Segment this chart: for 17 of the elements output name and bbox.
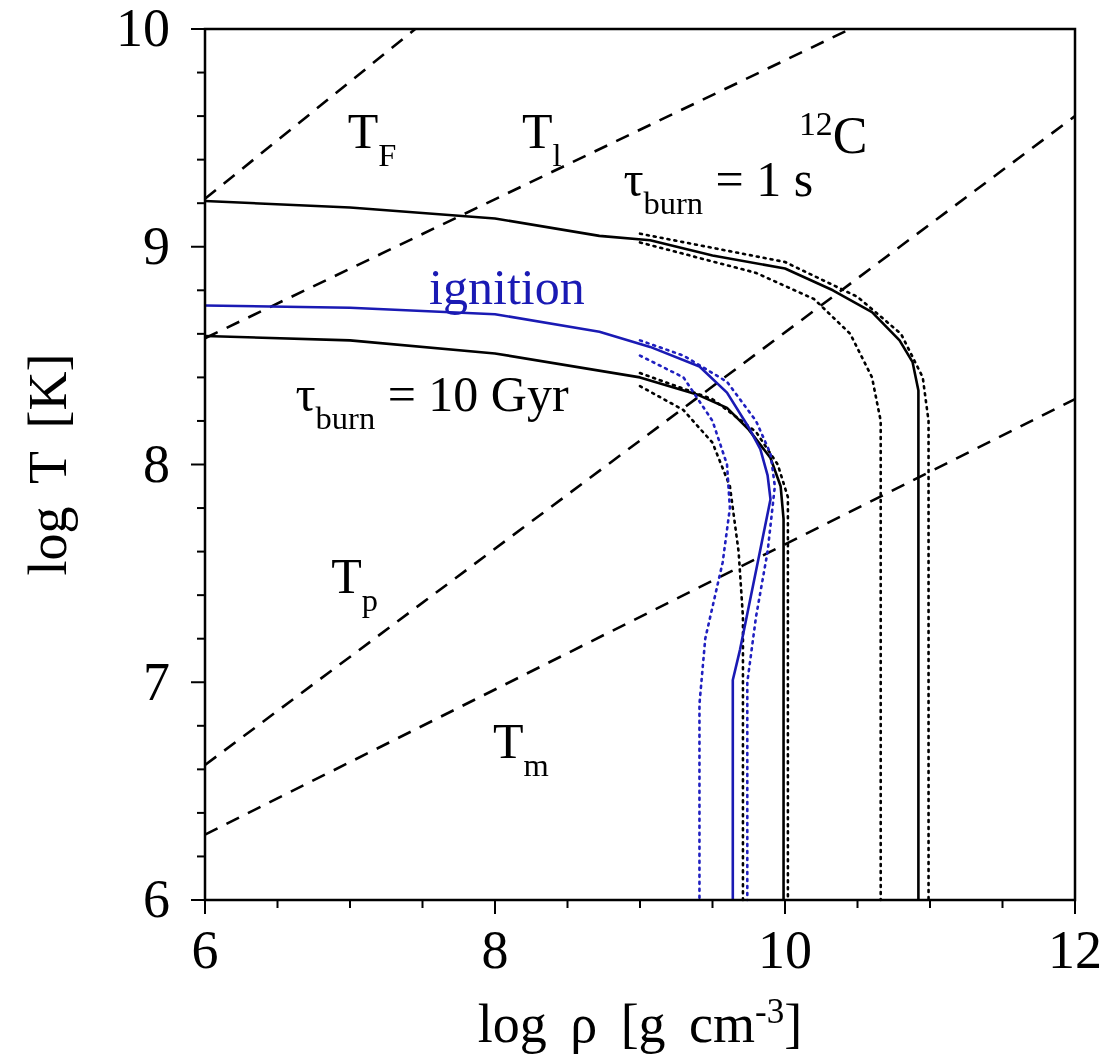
x-tick-label: 6 <box>191 920 219 981</box>
y-tick-label: 10 <box>116 0 170 59</box>
series-label: ignition <box>429 259 585 316</box>
series-label: T$_{m}$ <box>492 713 549 784</box>
y-tick-label: 7 <box>143 651 170 712</box>
series-label: τ$_{burn}$ = 10 Gyr <box>295 365 569 436</box>
x-tick-label: 8 <box>481 920 509 981</box>
x-tick-label: 12 <box>1048 920 1102 981</box>
y-tick-label: 6 <box>143 869 170 930</box>
x-tick-label: 10 <box>758 920 812 981</box>
y-axis-title: log T [K] <box>18 353 78 576</box>
y-tick-label: 9 <box>143 216 170 277</box>
series-label: T$_{F}$ <box>347 103 397 174</box>
series-label: T$_{l}$ <box>521 103 562 174</box>
x-axis-title: log ρ [g cm$^{-3}$] <box>477 991 803 1054</box>
series-label: T$_{p}$ <box>331 548 379 619</box>
y-tick-label: 8 <box>143 433 170 494</box>
